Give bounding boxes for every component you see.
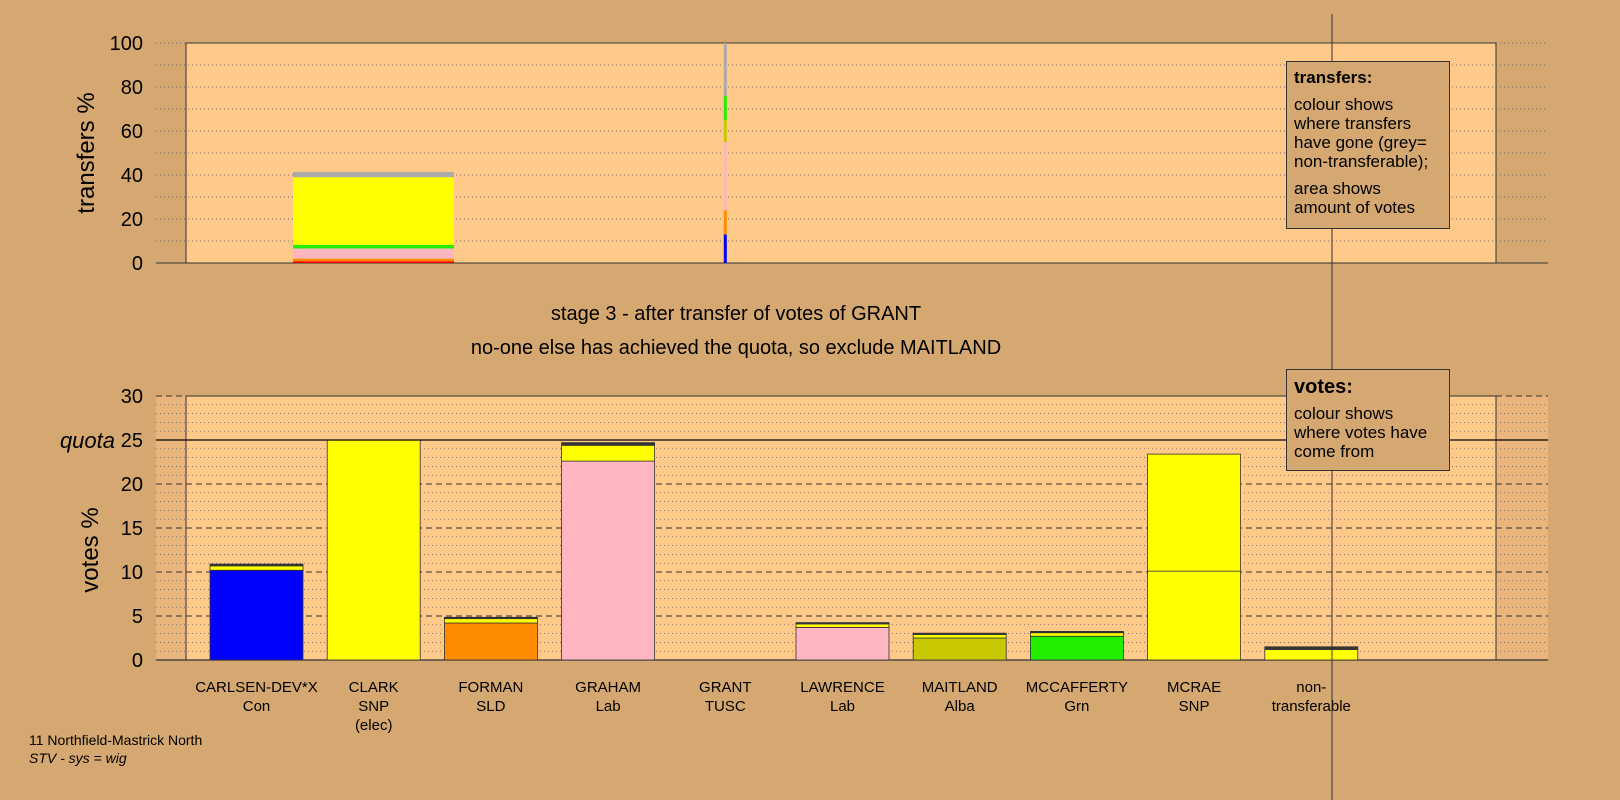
transfer-bar-segment — [293, 172, 454, 178]
transfers-legend: transfers: colour shows where transfers … — [1286, 61, 1450, 229]
votes-y-tick-label: 20 — [121, 474, 143, 496]
transfers-y-tick-label: 60 — [121, 121, 143, 143]
candidate-label: CLARK — [349, 679, 399, 696]
transfer-column-segment — [723, 142, 727, 178]
vote-bar-segment — [1030, 631, 1124, 634]
votes-y-ticks: 0 5 10 15 20 25 30 — [121, 386, 143, 672]
candidate-label: FORMAN — [458, 679, 523, 696]
transfers-y-axis-label: transfers % — [73, 92, 100, 213]
stage-subtitle: no-one else has achieved the quota, so e… — [470, 337, 1002, 359]
transfers-legend-text2: area shows amount of votes — [1294, 179, 1415, 217]
candidate-label: LAWRENCE — [800, 679, 884, 696]
vote-bar-segment — [209, 563, 304, 567]
vote-bar-segment — [443, 616, 538, 620]
vote-bar-segment — [795, 623, 890, 628]
transfer-bar-segment — [293, 248, 454, 259]
transfer-column-segment — [723, 234, 727, 263]
transfer-bar-segment — [293, 177, 454, 245]
candidate-label: MCCAFFERTY — [1026, 679, 1128, 696]
ward-name: 11 Northfield-Mastrick North — [29, 732, 203, 748]
vote-bar-segment — [1030, 635, 1124, 661]
vote-bar-segment — [1264, 646, 1359, 650]
vote-bar-segment — [561, 442, 655, 446]
candidate-label: SNP — [358, 698, 389, 715]
vote-bar-segment — [209, 569, 304, 661]
vote-bar-segment — [1147, 570, 1241, 661]
transfers-legend-text1: colour shows where transfers have gone (… — [1294, 95, 1429, 171]
vote-bar-segment — [326, 439, 421, 661]
candidate-label: SNP — [1179, 698, 1210, 715]
votes-y-tick-label: 10 — [121, 562, 143, 584]
candidate-label: CARLSEN-DEV*X — [195, 679, 318, 696]
votes-y-tick-label: 30 — [121, 386, 143, 408]
votes-legend-text: colour shows where votes have come from — [1294, 404, 1428, 461]
candidate-label: GRANT — [699, 679, 752, 696]
transfer-column-segment — [723, 120, 727, 142]
transfers-y-tick-label: 100 — [110, 33, 143, 55]
candidate-label: TUSC — [705, 698, 746, 715]
transfers-y-tick-label: 80 — [121, 77, 143, 99]
transfer-column-segment — [723, 95, 727, 120]
candidate-labels: CARLSEN-DEV*X Con CLARK SNP (elec) FORMAN SLD G… — [195, 679, 1351, 734]
votes-legend: votes: colour shows where votes have com… — [1286, 369, 1450, 471]
transfers-y-tick-label: 20 — [121, 209, 143, 231]
candidate-label: MCRAE — [1167, 679, 1221, 696]
vote-bar-segment — [795, 622, 890, 625]
candidate-label: transferable — [1272, 698, 1351, 715]
candidate-label: (elec) — [355, 717, 393, 734]
votes-y-tick-label: 0 — [132, 650, 143, 672]
vote-bar-segment — [1147, 453, 1241, 572]
candidate-label: Lab — [596, 698, 621, 715]
votes-y-tick-label: 5 — [132, 606, 143, 628]
stage-title: stage 3 - after transfer of votes of GRA… — [550, 303, 922, 325]
candidate-label: Alba — [945, 698, 976, 715]
candidate-label: Con — [243, 698, 271, 715]
candidate-label: GRAHAM — [575, 679, 641, 696]
transfers-legend-title: transfers: — [1294, 68, 1373, 87]
candidate-label: Lab — [830, 698, 855, 715]
vote-bar-segment — [443, 622, 538, 661]
votes-panel: 0 5 10 15 20 25 30 quota votes % CARLSEN-DEV*X… — [60, 386, 1548, 734]
votes-y-axis-label: votes % — [77, 507, 104, 592]
vote-bar-segment — [795, 627, 890, 661]
transfer-bar-segment — [293, 258, 454, 262]
candidate-label: Grn — [1064, 698, 1089, 715]
vote-bar-segment — [1264, 649, 1359, 661]
vote-bar-segment — [912, 637, 1007, 661]
transfer-column-segment — [723, 43, 727, 96]
votes-legend-title: votes: — [1294, 376, 1353, 398]
votes-bars — [209, 439, 1359, 661]
transfer-bar-segment — [293, 244, 454, 249]
vote-bar-segment — [1030, 632, 1124, 637]
transfer-bar-segment — [293, 261, 454, 263]
voting-system: STV - sys = wig — [29, 750, 127, 766]
quota-label: quota — [60, 428, 115, 453]
vote-bar-segment — [912, 632, 1007, 635]
votes-y-tick-label: 15 — [121, 518, 143, 540]
vote-bar-segment — [561, 444, 655, 462]
transfer-column-segment — [723, 177, 727, 211]
candidate-label: non- — [1296, 679, 1326, 696]
transfers-panel: 0 20 40 60 80 100 transfers % — [73, 33, 1548, 275]
votes-y-tick-label: 25 — [121, 430, 143, 452]
vote-bar-segment — [561, 460, 655, 661]
candidate-label: MAITLAND — [922, 679, 998, 696]
candidate-label: SLD — [476, 698, 505, 715]
transfers-y-ticks: 0 20 40 60 80 100 — [110, 33, 143, 275]
vote-bar-segment — [443, 618, 538, 624]
vote-bar-segment — [209, 565, 304, 571]
transfers-bars — [293, 43, 727, 263]
transfers-y-tick-label: 0 — [132, 253, 143, 275]
vote-bar-segment — [912, 634, 1007, 639]
transfers-y-tick-label: 40 — [121, 165, 143, 187]
transfer-column-segment — [723, 210, 727, 235]
